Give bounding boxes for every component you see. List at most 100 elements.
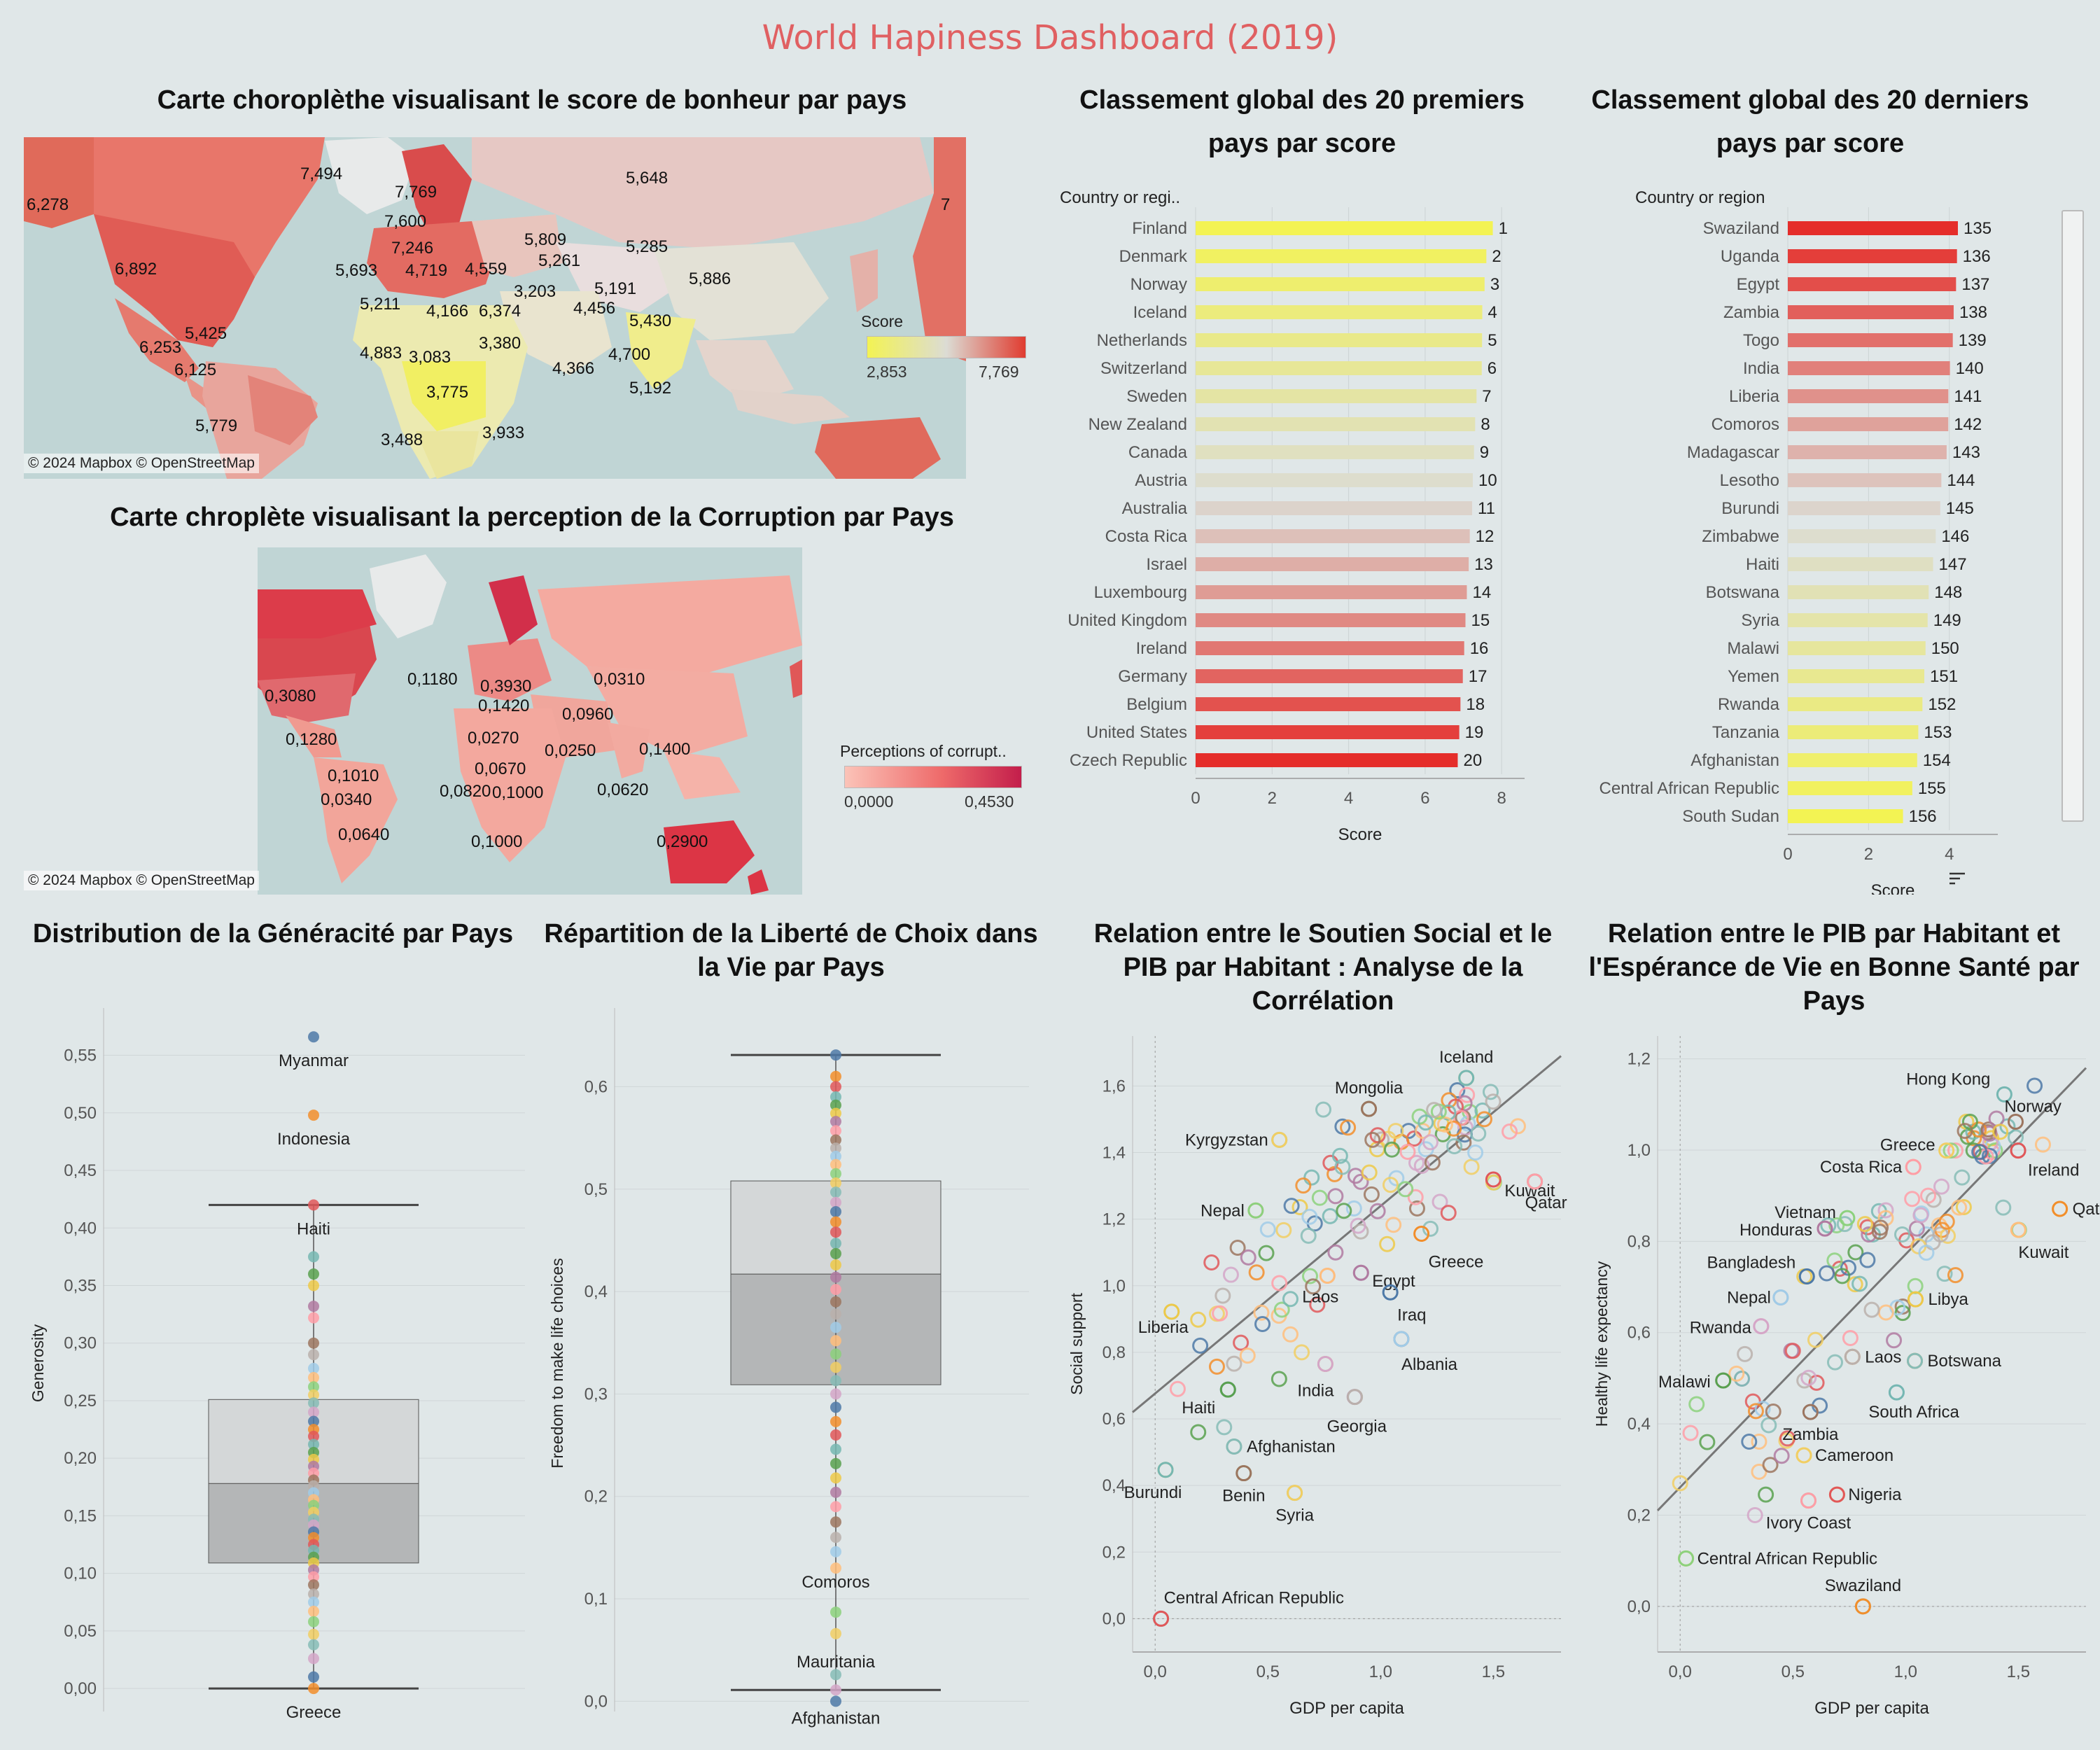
data-point xyxy=(1214,1287,1231,1304)
bottom20-scrollbar[interactable] xyxy=(2062,210,2084,822)
data-point xyxy=(1258,1245,1275,1261)
data-point xyxy=(1877,1210,1894,1226)
point-annotation: Mauritania xyxy=(797,1653,876,1672)
y-tick-label: 0,10 xyxy=(64,1564,97,1583)
category-label: Czech Republic xyxy=(1070,751,1187,770)
happiness-map-label: 7,769 xyxy=(395,183,437,202)
rank-label: 156 xyxy=(1909,807,1937,826)
point-label: Central African Republic xyxy=(1164,1588,1344,1607)
category-label: Egypt xyxy=(1737,275,1780,294)
data-point xyxy=(1772,1289,1789,1306)
land-central-africa xyxy=(402,361,486,431)
bar xyxy=(1788,249,1957,263)
data-point xyxy=(1854,1598,1871,1615)
data-point xyxy=(1407,1189,1424,1205)
point-label: Zambia xyxy=(1782,1425,1839,1444)
land-east-edge xyxy=(790,659,802,698)
bar xyxy=(1788,557,1933,571)
happiness-legend-gradient xyxy=(867,336,1026,358)
data-point xyxy=(1751,1433,1768,1450)
happiness-map-label: 7,600 xyxy=(384,212,426,231)
data-point xyxy=(1955,1198,1972,1215)
rank-label: 11 xyxy=(1478,499,1495,518)
rank-label: 152 xyxy=(1928,695,1956,714)
corruption-map[interactable]: 0,1180 0,3930 0,0310 0,3080 0,1420 0,0960 0,12… xyxy=(258,547,802,895)
dashboard-title: World Hapiness Dashboard (2019) xyxy=(762,18,1338,57)
data-point xyxy=(1932,1226,1949,1243)
data-point xyxy=(1859,1252,1876,1268)
y-tick-label: 0,6 xyxy=(584,1077,608,1096)
rank-label: 149 xyxy=(1933,611,1961,630)
happiness-map-label: 7,494 xyxy=(300,164,342,183)
category-label: Sweden xyxy=(1126,387,1187,406)
rank-label: 17 xyxy=(1469,667,1488,686)
data-point xyxy=(1369,1203,1386,1219)
y-tick-label: 0,4 xyxy=(1102,1476,1126,1495)
x-axis-label: GDP per capita xyxy=(1289,1699,1404,1718)
rank-label: 145 xyxy=(1946,499,1974,518)
y-tick-label: 0,30 xyxy=(64,1334,97,1353)
data-point xyxy=(830,1091,841,1103)
y-tick-label: 0,55 xyxy=(64,1046,97,1065)
data-point xyxy=(1888,1384,1905,1401)
land-middle-east xyxy=(500,291,612,375)
point-label: Rwanda xyxy=(1690,1319,1752,1338)
data-point xyxy=(1216,1419,1233,1436)
rank-label: 7 xyxy=(1482,387,1491,406)
land-india xyxy=(608,722,650,778)
data-point xyxy=(308,1406,319,1418)
rank-label: 15 xyxy=(1471,611,1490,630)
land-east-edge xyxy=(913,137,966,361)
data-point xyxy=(1715,1372,1732,1389)
data-point xyxy=(1682,1424,1699,1441)
data-point xyxy=(830,1205,841,1217)
data-point xyxy=(1226,1438,1242,1455)
data-point xyxy=(1800,1369,1817,1386)
bar xyxy=(1788,669,1924,683)
data-point xyxy=(1373,1131,1390,1148)
land-southeast-asia xyxy=(696,340,794,403)
corruption-map-label: 0,0670 xyxy=(475,760,526,778)
happiness-map-label: 3,933 xyxy=(482,424,524,442)
trend-line xyxy=(1132,1055,1562,1413)
data-point xyxy=(1754,1401,1771,1418)
corruption-map-label: 0,1000 xyxy=(471,832,522,851)
rank-label: 6 xyxy=(1488,359,1497,378)
data-point xyxy=(1459,1086,1476,1103)
data-point xyxy=(1980,1121,1997,1138)
data-point xyxy=(1938,1142,1955,1159)
rank-label: 135 xyxy=(1963,219,1991,238)
happiness-map[interactable]: 7,494 7,769 5,648 7 6,278 7,600 7,246 5,809 5,28… xyxy=(24,137,966,479)
data-point xyxy=(1737,1345,1754,1362)
data-point xyxy=(830,1116,841,1128)
data-point xyxy=(1157,1462,1174,1478)
y-tick-label: 0,0 xyxy=(1628,1597,1651,1616)
data-point xyxy=(1672,1475,1688,1492)
category-label: Rwanda xyxy=(1718,695,1780,714)
data-point xyxy=(1800,1492,1816,1509)
data-point xyxy=(1820,1217,1837,1234)
rank-label: 20 xyxy=(1463,751,1482,770)
point-label: Honduras xyxy=(1740,1221,1812,1240)
category-label: Uganda xyxy=(1721,247,1780,266)
data-point xyxy=(308,1031,319,1043)
category-label: Germany xyxy=(1118,667,1187,686)
rank-label: 14 xyxy=(1472,583,1491,602)
happiness-map-label: 3,380 xyxy=(479,334,521,353)
data-point xyxy=(1271,1131,1288,1148)
data-point xyxy=(1422,1134,1439,1151)
data-point xyxy=(1918,1245,1935,1261)
data-point xyxy=(1300,1227,1317,1244)
happiness-map-label: 3,203 xyxy=(514,282,556,301)
corruption-map-label: 0,3930 xyxy=(480,677,531,696)
land-indonesia xyxy=(731,389,850,424)
happiness-map-title: Carte choroplèthe visualisant le score d… xyxy=(157,85,907,115)
point-label: Central African Republic xyxy=(1698,1549,1877,1568)
data-point xyxy=(1347,1389,1364,1406)
happiness-map-label: 4,719 xyxy=(405,261,447,280)
social-gdp-title: Relation entre le Soutien Social et le P… xyxy=(1093,919,1553,1016)
bar xyxy=(1788,641,1926,655)
corruption-map-label: 0,0310 xyxy=(594,670,645,689)
category-label: Central African Republic xyxy=(1600,779,1779,798)
data-point xyxy=(1336,1203,1352,1219)
